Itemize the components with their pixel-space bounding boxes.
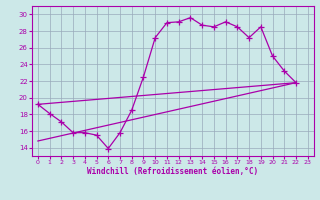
- X-axis label: Windchill (Refroidissement éolien,°C): Windchill (Refroidissement éolien,°C): [87, 167, 258, 176]
